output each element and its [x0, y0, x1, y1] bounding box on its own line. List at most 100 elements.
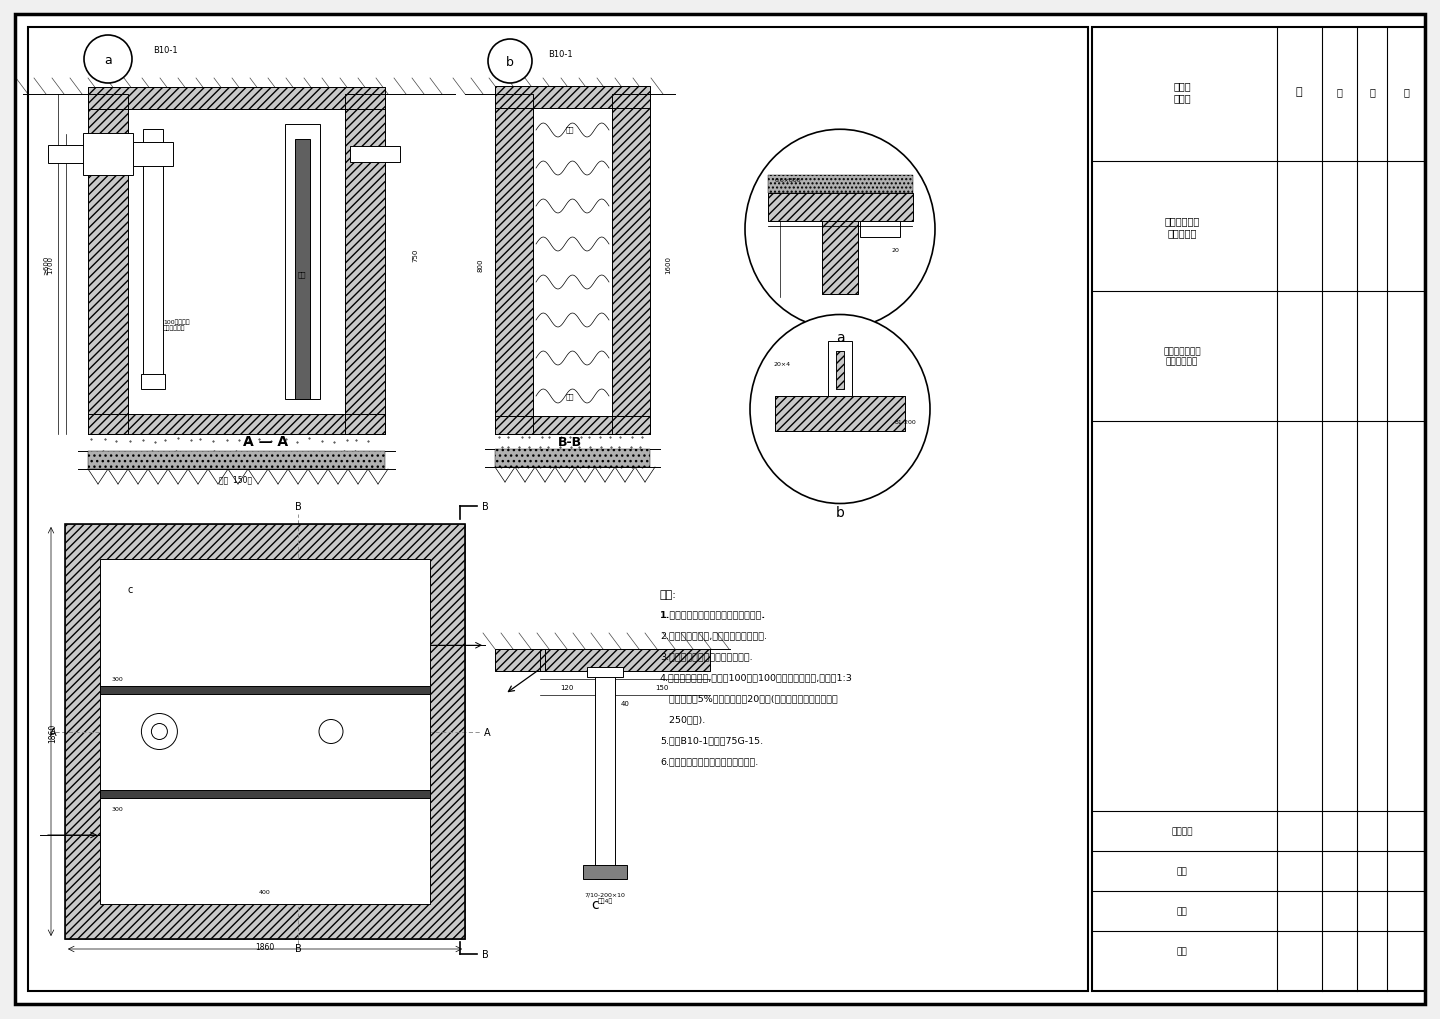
Text: 说明:: 说明:	[660, 589, 677, 599]
Text: 4.用于有地下水时,池壁用100号砖100号水泥砂浆砌筑,内外用1:3: 4.用于有地下水时,池壁用100号砖100号水泥砂浆砌筑,内外用1:3	[660, 673, 852, 682]
Text: 750: 750	[412, 248, 418, 262]
Bar	[346, 95, 384, 434]
Bar	[860, 222, 900, 237]
Text: 81-200: 81-200	[896, 419, 917, 424]
Bar	[495, 417, 649, 434]
Bar	[822, 222, 858, 294]
Text: 1600: 1600	[665, 256, 671, 274]
Text: B10-1: B10-1	[153, 46, 177, 54]
Text: 6.进水管管径及进入方向由设计确定.: 6.进水管管径及进入方向由设计确定.	[660, 756, 759, 765]
Bar	[775, 396, 904, 432]
Bar	[132, 143, 173, 167]
Text: A: A	[484, 727, 490, 737]
Text: 20×4: 20×4	[773, 362, 791, 367]
Text: a: a	[104, 53, 112, 66]
Text: 300: 300	[112, 806, 124, 811]
Bar	[612, 95, 649, 434]
Text: c: c	[592, 897, 599, 911]
Bar	[837, 352, 844, 389]
Text: 800: 800	[477, 258, 482, 271]
Bar	[285, 125, 320, 399]
Text: 工程排水隔油池
标准施工设计: 工程排水隔油池 标准施工设计	[1164, 346, 1201, 367]
Text: 某某市
给口排: 某某市 给口排	[1174, 82, 1191, 103]
Text: 池: 池	[1403, 87, 1408, 97]
Text: 油: 油	[1369, 87, 1375, 97]
Text: B10-1: B10-1	[549, 50, 573, 58]
Text: 出图编号: 出图编号	[1171, 826, 1192, 836]
Text: 120: 120	[560, 685, 573, 690]
Text: A: A	[50, 727, 56, 737]
Text: 100号水泥砂
水泥砂浆砌筑: 100号水泥砂 水泥砂浆砌筑	[163, 319, 190, 331]
Text: b: b	[835, 505, 844, 520]
Bar	[88, 88, 384, 110]
Text: 日期: 日期	[1176, 947, 1188, 956]
Bar	[88, 415, 384, 434]
Bar	[837, 352, 844, 389]
Bar	[1092, 28, 1426, 991]
Bar	[99, 559, 431, 904]
Text: 40: 40	[621, 700, 629, 706]
Text: 隔板: 隔板	[566, 126, 575, 133]
Bar	[495, 95, 533, 434]
Bar	[65, 525, 465, 940]
Text: 5.池盖B10-1作法见75G-15.: 5.池盖B10-1作法见75G-15.	[660, 736, 763, 744]
Bar	[495, 87, 649, 109]
Bar	[768, 194, 913, 222]
Circle shape	[488, 40, 531, 84]
Bar	[495, 649, 544, 672]
Text: 碎石  150号: 碎石 150号	[219, 475, 252, 484]
Bar	[495, 417, 649, 434]
Text: 300: 300	[112, 676, 124, 681]
Text: B: B	[481, 949, 488, 959]
Bar	[88, 415, 384, 434]
Text: c: c	[127, 585, 132, 594]
Bar	[88, 95, 128, 434]
Bar	[495, 449, 649, 468]
Bar	[88, 451, 384, 470]
Text: 0.6×800: 0.6×800	[775, 177, 801, 182]
Bar	[595, 672, 615, 879]
Bar	[612, 95, 649, 434]
Bar	[141, 375, 166, 389]
Text: 1700: 1700	[48, 256, 53, 274]
Bar	[99, 790, 431, 798]
Text: 审核: 审核	[1176, 866, 1188, 875]
Text: 1860: 1860	[49, 722, 58, 742]
Text: 7/10-200×10
水箱4块: 7/10-200×10 水箱4块	[585, 892, 625, 903]
Bar	[84, 133, 132, 176]
Bar	[495, 87, 649, 109]
Bar	[822, 222, 858, 294]
Bar	[775, 396, 904, 432]
Text: 1860: 1860	[255, 943, 275, 952]
Bar	[540, 649, 710, 672]
Bar	[88, 88, 384, 110]
Text: 400: 400	[259, 890, 271, 895]
Ellipse shape	[750, 315, 930, 504]
Bar	[583, 865, 626, 879]
Text: 20: 20	[891, 248, 899, 253]
Text: 碎石: 碎石	[566, 393, 575, 399]
Bar	[828, 341, 852, 396]
Text: 1.本图适用于公共食堂及同类用途建筑.: 1.本图适用于公共食堂及同类用途建筑.	[660, 609, 766, 619]
Text: 制图: 制图	[1176, 907, 1188, 916]
Bar	[27, 28, 1089, 991]
Bar	[346, 95, 384, 434]
Text: 水: 水	[1296, 87, 1302, 97]
Text: B: B	[481, 501, 488, 512]
Bar	[350, 147, 400, 163]
Text: 水泥砂浆加5%防水粉抹面厚20毫米(外壁抹灰须高于水平线上: 水泥砂浆加5%防水粉抹面厚20毫米(外壁抹灰须高于水平线上	[660, 693, 838, 702]
Bar	[99, 687, 431, 694]
Text: 隔: 隔	[1336, 87, 1342, 97]
Text: B: B	[295, 501, 301, 512]
Bar	[65, 525, 465, 940]
Bar	[768, 176, 913, 194]
Bar	[88, 95, 128, 434]
Text: a: a	[835, 331, 844, 344]
Text: A — A: A — A	[243, 434, 288, 448]
Bar	[48, 146, 88, 164]
Bar	[540, 649, 710, 672]
Text: B-B: B-B	[557, 435, 582, 448]
Text: 给排水隔油池
施工设计图: 给排水隔油池 施工设计图	[1165, 216, 1200, 237]
Ellipse shape	[744, 130, 935, 329]
Text: b: b	[505, 55, 514, 68]
